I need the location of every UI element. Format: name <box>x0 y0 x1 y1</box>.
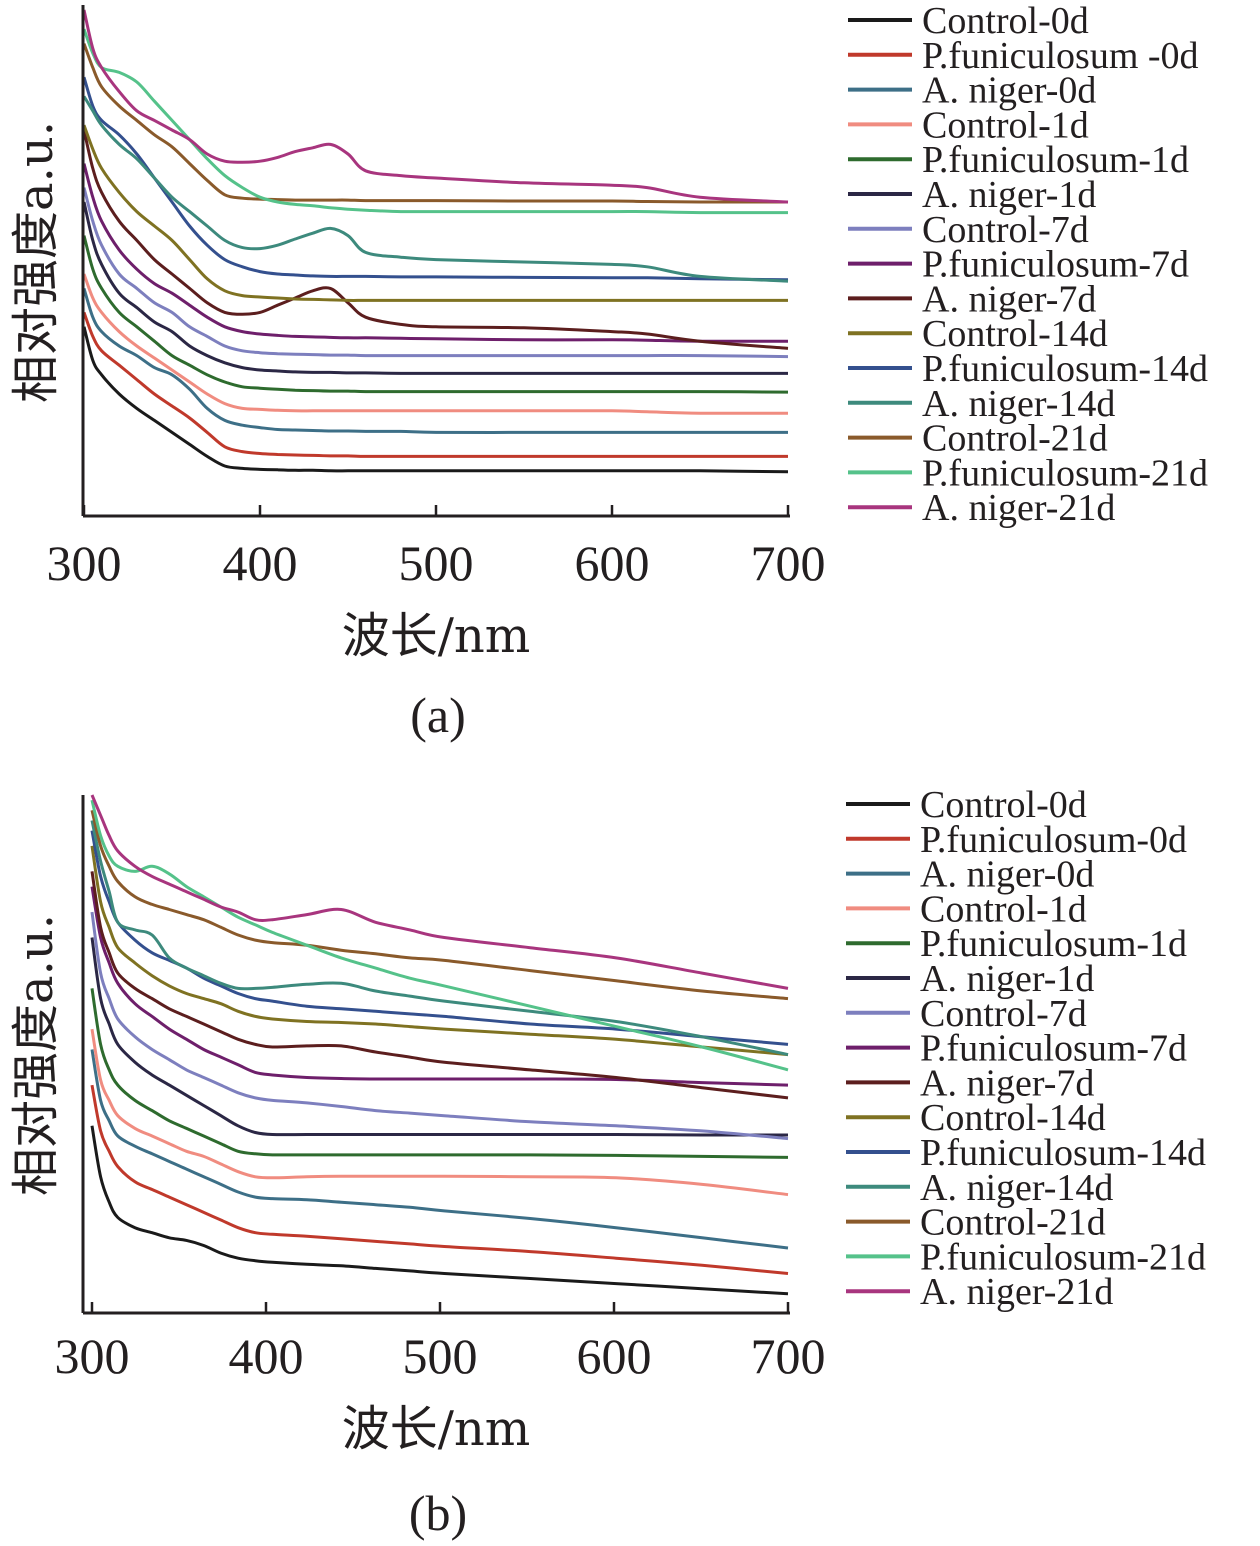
x-tick-label: 300 <box>47 535 122 591</box>
legend-label-a-niger-14d: A. niger-14d <box>922 383 1115 425</box>
x-tick-label: 600 <box>577 1328 652 1384</box>
legend-label-control-14d: Control-14d <box>922 313 1108 355</box>
series-line-a-niger-14d <box>82 95 789 283</box>
legend-label-control-1d: Control-1d <box>920 888 1087 930</box>
legend-label-a-niger-0d: A. niger-0d <box>922 70 1096 112</box>
legend-label-control-21d: Control-21d <box>920 1202 1106 1244</box>
y-axis-label-a: 相对强度a.u. <box>8 121 64 403</box>
legend-label-a-niger-7d: A. niger-7d <box>920 1062 1094 1104</box>
x-axis-label-b: 波长/nm <box>342 1401 531 1457</box>
series-line-control-1d <box>82 273 789 415</box>
legend-label-a-niger-1d: A. niger-1d <box>920 958 1094 1000</box>
series-line-p-funiculosum-21d <box>82 28 789 215</box>
legend-label-control-7d: Control-7d <box>922 209 1089 251</box>
legend-label-control-0d: Control-0d <box>920 784 1087 826</box>
caption-b: (b) <box>409 1485 467 1541</box>
series-line-control-14d <box>82 124 788 302</box>
x-tick-label: 700 <box>751 1328 826 1384</box>
series-line-a-niger-14d <box>90 820 789 1057</box>
y-axis-label-b: 相对强度a.u. <box>8 914 64 1196</box>
x-axis-label-a: 波长/nm <box>342 608 531 664</box>
series-line-control-21d <box>82 43 789 204</box>
legend-label-a-niger-0d: A. niger-0d <box>920 854 1094 896</box>
series-line-p-funiculosum-14d <box>90 830 789 1046</box>
series-line-a-niger-21d <box>82 9 789 204</box>
legend-a: Control-0dP.funiculosum -0dA. niger-0dCo… <box>848 0 1208 529</box>
legend-label-control-0d: Control-0d <box>922 0 1089 42</box>
legend-label-a-niger-21d: A. niger-21d <box>920 1271 1113 1313</box>
x-ticks-a: 300 400 500 600 700 <box>47 505 826 591</box>
series-line-control-7d <box>82 187 789 359</box>
legend-label-a-niger-1d: A. niger-1d <box>922 174 1096 216</box>
legend-label-p-funiculosum-21d: P.funiculosum-21d <box>920 1236 1206 1278</box>
series-line-p-funiculosum-7d <box>82 163 789 343</box>
series-line-a-niger-0d <box>82 287 788 434</box>
series-line-a-niger-7d <box>90 871 789 1100</box>
series-layer-b <box>90 794 789 1296</box>
series-line-control-7d <box>90 911 789 1141</box>
series-line-control-14d <box>90 845 789 1057</box>
caption-a: (a) <box>410 687 466 743</box>
series-line-a-niger-7d <box>82 129 789 350</box>
legend-label-p-funiculosum-14d: P.funiculosum-14d <box>922 348 1208 390</box>
series-line-control-0d <box>82 326 789 474</box>
legend-label-p-funiculosum-0d: P.funiculosum -0d <box>922 35 1199 77</box>
legend-label-p-funiculosum-21d: P.funiculosum-21d <box>922 452 1208 494</box>
x-tick-label: 500 <box>403 1328 478 1384</box>
legend-label-control-14d: Control-14d <box>920 1097 1106 1139</box>
x-tick-label: 600 <box>575 535 650 591</box>
series-line-control-1d <box>90 1028 789 1197</box>
series-line-a-niger-0d <box>90 1049 789 1250</box>
legend-label-p-funiculosum-1d: P.funiculosum-1d <box>922 139 1189 181</box>
x-tick-label: 400 <box>229 1328 304 1384</box>
legend-label-p-funiculosum-7d: P.funiculosum-7d <box>920 1028 1187 1070</box>
legend-label-p-funiculosum-7d: P.funiculosum-7d <box>922 244 1189 286</box>
series-line-p-funiculosum-1d <box>82 235 789 394</box>
x-tick-label: 700 <box>751 535 826 591</box>
series-line-p-funiculosum-21d <box>90 799 789 1072</box>
legend-label-p-funiculosum-0d: P.funiculosum-0d <box>920 819 1187 861</box>
chart-panel-b: 300 400 500 600 700 波长/nm 相对强度a.u. Contr… <box>8 784 1206 1541</box>
series-line-p-funiculosum-0d <box>90 1084 789 1275</box>
series-line-control-0d <box>90 1125 789 1296</box>
legend-label-a-niger-21d: A. niger-21d <box>922 487 1115 529</box>
series-line-p-funiculosum-14d <box>82 76 789 282</box>
series-line-a-niger-1d <box>90 937 789 1137</box>
legend-label-control-21d: Control-21d <box>922 418 1108 460</box>
legend-label-control-1d: Control-1d <box>922 104 1089 146</box>
series-line-p-funiculosum-7d <box>90 886 789 1087</box>
x-tick-label: 400 <box>223 535 298 591</box>
legend-label-p-funiculosum-14d: P.funiculosum-14d <box>920 1132 1206 1174</box>
x-tick-label: 300 <box>55 1328 130 1384</box>
legend-b: Control-0dP.funiculosum-0dA. niger-0dCon… <box>846 784 1206 1313</box>
legend-label-control-7d: Control-7d <box>920 993 1087 1035</box>
series-line-a-niger-21d <box>90 794 789 990</box>
series-line-p-funiculosum-1d <box>90 988 789 1159</box>
x-ticks-b: 300 400 500 600 700 <box>55 1302 826 1384</box>
legend-label-p-funiculosum-1d: P.funiculosum-1d <box>920 923 1187 965</box>
series-line-control-21d <box>90 809 789 1001</box>
chart-panel-a: 300 400 500 600 700 波长/nm 相对强度a.u. Contr… <box>8 0 1208 743</box>
series-line-p-funiculosum-0d <box>82 311 788 458</box>
legend-label-a-niger-14d: A. niger-14d <box>920 1167 1113 1209</box>
series-line-a-niger-1d <box>82 201 788 375</box>
series-layer-a <box>82 9 789 474</box>
legend-label-a-niger-7d: A. niger-7d <box>922 278 1096 320</box>
x-tick-label: 500 <box>399 535 474 591</box>
